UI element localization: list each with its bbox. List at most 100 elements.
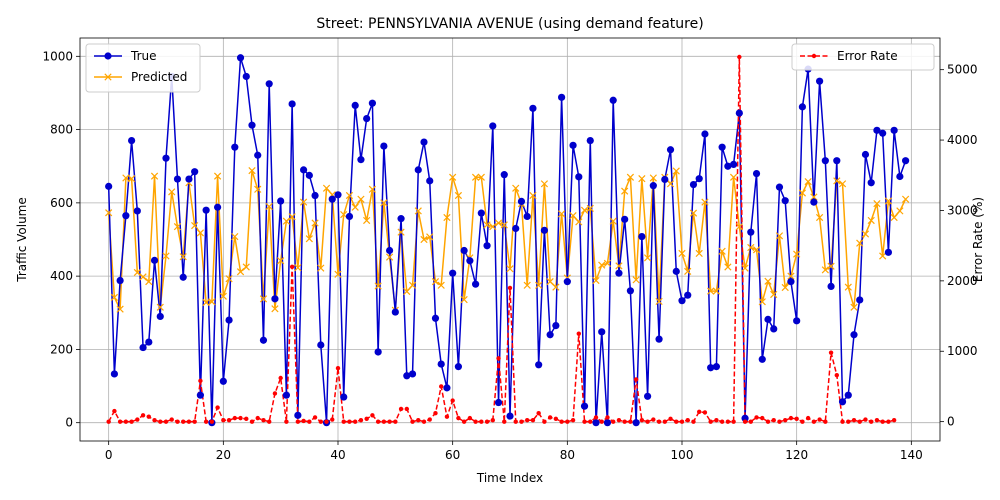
x-tick-label: 120	[785, 448, 808, 462]
predicted-point-stroke	[695, 249, 703, 258]
predicted-point-stroke	[598, 261, 606, 269]
error-rate-point	[588, 419, 593, 424]
error-rate-point	[112, 408, 117, 414]
y-tick-label: 400	[50, 269, 73, 283]
predicted-point-stroke	[374, 282, 382, 290]
true-point	[334, 191, 342, 199]
predicted-point	[741, 264, 749, 272]
true-point	[563, 278, 571, 286]
error-rate-point	[358, 418, 364, 423]
true-point	[626, 287, 635, 295]
true-point	[236, 54, 245, 62]
predicted-point-stroke	[196, 229, 205, 237]
true-point	[305, 171, 313, 179]
predicted-point-stroke	[838, 180, 847, 188]
predicted-point-stroke	[208, 298, 216, 306]
predicted-point-stroke	[821, 266, 829, 274]
error-rate-point	[163, 419, 169, 424]
true-point	[248, 121, 256, 129]
predicted-point-stroke	[890, 213, 898, 222]
error-rate-point	[152, 418, 157, 423]
true-point	[506, 412, 514, 420]
true-point	[661, 175, 669, 184]
predicted-point	[116, 305, 124, 313]
error-rate-point	[295, 419, 301, 424]
predicted-point-stroke	[712, 287, 721, 295]
legend-item-error-rate: Error Rate	[800, 49, 898, 63]
predicted-point	[420, 235, 428, 244]
predicted-point	[798, 189, 807, 197]
true-point	[821, 157, 829, 165]
predicted-point	[397, 228, 405, 236]
predicted-point	[449, 173, 457, 181]
predicted-point	[896, 207, 904, 215]
predicted-point-stroke	[523, 281, 531, 289]
error-rate-point	[817, 417, 822, 422]
predicted-point-stroke	[322, 184, 331, 192]
error-rate-point	[467, 415, 473, 421]
true-point	[368, 99, 376, 107]
predicted-point	[494, 219, 503, 227]
predicted-point	[477, 173, 485, 181]
predicted-point-stroke	[735, 223, 743, 231]
legend-right: Error Rate	[791, 43, 935, 71]
error-rate-point	[416, 418, 421, 423]
true-point	[666, 146, 675, 154]
predicted-point-stroke	[764, 277, 772, 285]
true-point	[902, 157, 910, 165]
true-point	[196, 391, 204, 399]
error-rate-point	[444, 414, 450, 419]
predicted-point	[105, 209, 113, 217]
predicted-point-stroke	[678, 249, 686, 258]
predicted-point	[340, 210, 348, 219]
true-point	[150, 256, 159, 264]
predicted-point-stroke	[867, 216, 875, 225]
predicted-point-stroke	[363, 216, 371, 225]
true-point	[718, 143, 726, 151]
error-rate-point	[742, 419, 748, 424]
legend-marker	[811, 53, 817, 59]
error-rate-point	[783, 418, 788, 423]
predicted-point	[191, 221, 199, 230]
predicted-point	[443, 213, 451, 222]
true-point	[621, 215, 629, 223]
true-point	[214, 203, 222, 211]
predicted-point	[569, 212, 577, 220]
error-rate-point	[547, 415, 553, 420]
error-rate-point	[221, 418, 226, 423]
true-point	[747, 228, 755, 236]
true-point	[466, 257, 474, 265]
true-point	[884, 248, 893, 256]
predicted-point	[724, 263, 732, 271]
y2-axis-ticks: 0 1000 2000 3000 4000 5000	[940, 63, 978, 429]
predicted-point	[374, 282, 382, 290]
predicted-point	[277, 257, 285, 265]
predicted-point	[168, 188, 176, 196]
predicted-point-stroke	[471, 173, 480, 181]
predicted-point-stroke	[592, 276, 600, 285]
true-point	[724, 162, 732, 170]
error-rate-point	[777, 419, 782, 424]
true-point	[535, 361, 543, 369]
predicted-point-stroke	[787, 272, 795, 280]
true-point	[414, 166, 422, 174]
predicted-point-stroke	[334, 270, 342, 278]
x-tick-label: 60	[445, 448, 460, 462]
true-point	[735, 109, 743, 117]
predicted-point	[156, 303, 164, 311]
predicted-point	[288, 213, 296, 221]
true-point	[374, 348, 382, 356]
true-point	[861, 150, 870, 159]
predicted-point-stroke	[609, 217, 617, 225]
predicted-point	[460, 295, 468, 304]
predicted-point-stroke	[408, 281, 417, 289]
true-point	[259, 336, 268, 344]
predicted-point-stroke	[340, 210, 348, 219]
true-point	[810, 198, 818, 206]
error-rate-point	[765, 419, 771, 424]
error-rate-point	[272, 391, 278, 396]
y2-tick-label: 2000	[947, 274, 978, 288]
predicted-point-stroke	[626, 173, 635, 181]
predicted-point-stroke	[540, 180, 549, 188]
